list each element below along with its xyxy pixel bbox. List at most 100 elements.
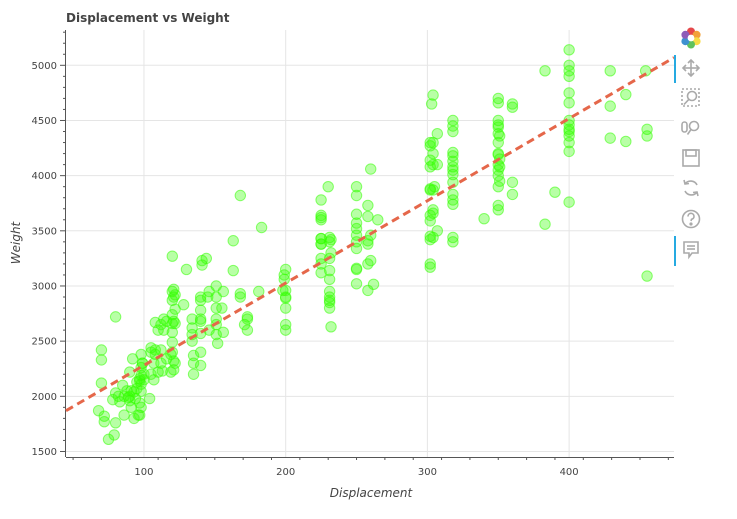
x-tick-label: 400 bbox=[560, 467, 579, 478]
data-point bbox=[427, 207, 439, 219]
data-point bbox=[447, 146, 459, 159]
y-tick-label: 3000 bbox=[32, 281, 57, 292]
data-point bbox=[325, 233, 337, 246]
data-point bbox=[315, 211, 327, 224]
data-point bbox=[563, 136, 575, 149]
data-point bbox=[187, 349, 200, 362]
data-point bbox=[323, 273, 336, 286]
data-point bbox=[108, 429, 120, 441]
data-point bbox=[194, 304, 207, 316]
data-point bbox=[506, 188, 519, 201]
data-point bbox=[539, 65, 551, 77]
data-point bbox=[241, 324, 254, 336]
data-point bbox=[133, 397, 146, 409]
data-point bbox=[447, 164, 459, 176]
data-point bbox=[194, 359, 207, 372]
data-point bbox=[323, 302, 336, 314]
data-point bbox=[447, 168, 459, 181]
help-icon[interactable] bbox=[680, 208, 702, 230]
data-point bbox=[95, 354, 108, 366]
bokeh-logo-icon[interactable] bbox=[680, 27, 702, 49]
data-point bbox=[350, 242, 363, 255]
data-point bbox=[604, 100, 616, 112]
data-point bbox=[322, 180, 334, 193]
pan-icon[interactable] bbox=[680, 57, 702, 79]
data-point bbox=[143, 392, 156, 405]
data-point bbox=[447, 231, 459, 244]
data-point bbox=[95, 344, 108, 356]
data-point bbox=[362, 238, 374, 250]
data-point bbox=[325, 321, 337, 333]
data-point bbox=[98, 415, 110, 428]
data-point bbox=[315, 238, 327, 250]
data-point bbox=[447, 198, 459, 211]
data-point bbox=[493, 175, 506, 187]
data-point bbox=[493, 130, 506, 142]
save-icon[interactable] bbox=[680, 147, 702, 169]
data-point bbox=[279, 292, 292, 304]
data-point bbox=[315, 267, 327, 279]
data-point bbox=[169, 357, 181, 369]
data-point bbox=[365, 163, 377, 175]
data-point bbox=[362, 210, 374, 223]
data-point bbox=[255, 221, 268, 234]
pan-active-indicator bbox=[674, 55, 676, 83]
data-point bbox=[424, 258, 436, 270]
hover-icon[interactable] bbox=[680, 239, 702, 261]
data-point bbox=[155, 318, 167, 331]
data-point bbox=[427, 89, 439, 101]
data-point bbox=[492, 199, 504, 212]
data-point bbox=[145, 368, 157, 380]
data-point bbox=[180, 263, 193, 276]
data-point bbox=[367, 278, 380, 291]
data-point bbox=[102, 433, 115, 446]
data-point bbox=[350, 180, 363, 193]
data-point bbox=[365, 254, 377, 267]
data-point bbox=[234, 288, 247, 300]
data-point bbox=[431, 225, 444, 237]
data-point bbox=[493, 161, 506, 173]
data-point bbox=[234, 189, 247, 202]
data-point bbox=[279, 302, 292, 314]
data-point bbox=[241, 311, 254, 323]
data-point bbox=[563, 44, 575, 56]
data-point bbox=[196, 259, 208, 271]
data-point bbox=[158, 324, 170, 336]
data-point bbox=[620, 88, 632, 101]
data-point bbox=[372, 214, 384, 226]
data-point bbox=[194, 346, 207, 358]
data-point bbox=[234, 291, 247, 303]
regression-layer bbox=[65, 56, 675, 412]
data-point bbox=[427, 204, 439, 216]
y-tick-label: 5000 bbox=[32, 61, 57, 72]
data-point bbox=[211, 337, 224, 350]
data-point bbox=[492, 92, 504, 105]
data-point bbox=[279, 263, 292, 276]
data-point bbox=[427, 158, 439, 171]
data-point bbox=[187, 357, 200, 369]
reset-icon[interactable] bbox=[680, 177, 702, 199]
data-point bbox=[362, 199, 374, 212]
data-point bbox=[95, 377, 108, 389]
data-point bbox=[428, 180, 441, 193]
data-point bbox=[492, 97, 504, 109]
y-tick-label: 1500 bbox=[32, 447, 57, 458]
data-point bbox=[107, 393, 119, 406]
y-tick-label: 4500 bbox=[32, 116, 57, 127]
scatter-points bbox=[92, 44, 653, 446]
data-point bbox=[563, 196, 575, 208]
data-point bbox=[427, 231, 439, 244]
data-point bbox=[210, 328, 222, 341]
data-point bbox=[604, 132, 616, 144]
data-point bbox=[200, 252, 213, 265]
data-point bbox=[118, 409, 130, 421]
regression-line bbox=[65, 56, 675, 412]
y-tick-label: 2500 bbox=[32, 337, 57, 348]
x-tick-label: 300 bbox=[418, 467, 437, 478]
data-point bbox=[431, 158, 444, 171]
data-point bbox=[492, 204, 504, 216]
data-point bbox=[563, 145, 575, 158]
box-zoom-icon[interactable] bbox=[680, 87, 702, 109]
data-point bbox=[549, 186, 561, 198]
wheel-zoom-icon[interactable] bbox=[680, 117, 702, 139]
